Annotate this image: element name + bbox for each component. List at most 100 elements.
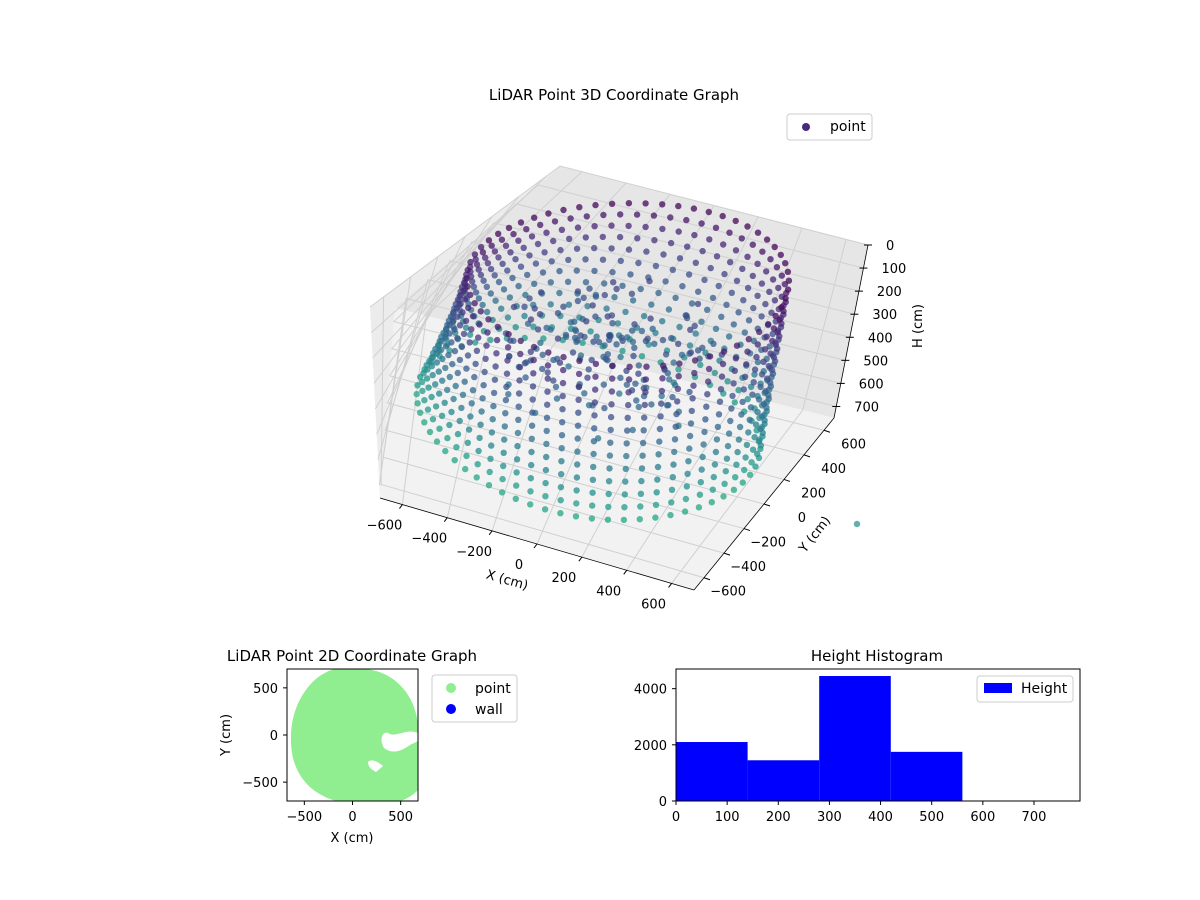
point-marker	[683, 216, 690, 224]
y-tick-label: 0	[270, 729, 278, 744]
point-marker	[700, 441, 707, 448]
point-marker	[573, 474, 581, 481]
point-marker	[686, 388, 693, 396]
point-marker	[582, 256, 589, 263]
y-tick	[803, 454, 811, 458]
point-marker	[734, 448, 741, 456]
point-marker	[642, 389, 649, 396]
point-marker	[457, 292, 464, 299]
histogram-bar	[819, 676, 891, 801]
point-marker	[559, 406, 566, 413]
point-marker	[502, 410, 509, 417]
point-marker	[531, 280, 538, 287]
point-marker	[733, 461, 740, 468]
x-tick-label: 200	[766, 810, 791, 825]
point-marker	[469, 278, 476, 285]
point-marker	[483, 283, 490, 290]
point-marker	[727, 417, 734, 425]
point-marker	[498, 236, 506, 243]
point-marker	[771, 243, 778, 251]
point-marker	[584, 303, 591, 310]
point-marker	[725, 430, 733, 437]
point-marker	[462, 317, 470, 325]
point-marker	[560, 206, 567, 214]
legend-label-point: point	[830, 119, 866, 135]
y-tick	[723, 552, 731, 556]
z-tick-label: 100	[881, 262, 906, 277]
point-marker	[541, 506, 549, 513]
point-marker	[477, 244, 485, 251]
point-marker	[467, 291, 474, 299]
point-marker	[656, 438, 663, 445]
point-marker	[631, 321, 638, 328]
point-marker	[754, 229, 762, 236]
point-marker	[442, 334, 449, 341]
point-marker	[617, 353, 624, 361]
point-marker	[445, 351, 452, 359]
point-marker	[521, 312, 528, 320]
x-tick-label: 0	[515, 558, 523, 573]
point-marker	[698, 466, 705, 473]
point-marker	[504, 314, 512, 321]
point-marker	[558, 432, 566, 439]
point-marker	[739, 479, 746, 486]
point-marker	[493, 350, 500, 357]
point-marker	[513, 456, 521, 463]
point-marker	[745, 317, 753, 324]
point-marker	[692, 330, 699, 337]
point-marker	[667, 511, 674, 519]
point-marker	[619, 337, 626, 344]
point-marker	[489, 416, 496, 423]
point-marker	[517, 263, 525, 270]
point-marker	[610, 279, 617, 286]
point-marker	[502, 396, 510, 404]
point-marker	[650, 212, 658, 219]
point-marker	[464, 283, 471, 290]
point-marker	[444, 386, 451, 394]
point-marker	[481, 368, 488, 376]
y-tick-label: 500	[253, 682, 278, 697]
point-marker	[517, 350, 524, 358]
point-marker	[472, 360, 479, 368]
point-marker	[710, 473, 717, 481]
point-marker	[490, 402, 497, 410]
point-marker	[592, 373, 599, 380]
point-marker	[609, 269, 616, 276]
point-marker	[759, 413, 766, 420]
point-marker	[514, 442, 521, 450]
point-marker	[550, 377, 557, 384]
x-tick	[668, 583, 672, 588]
point-marker	[752, 421, 760, 428]
point-marker	[579, 339, 586, 346]
point-marker	[426, 428, 434, 436]
point-marker	[528, 448, 535, 456]
point-marker	[520, 244, 527, 251]
point-marker	[675, 340, 682, 347]
point-marker	[669, 393, 676, 401]
point-marker	[589, 302, 596, 309]
point-marker	[537, 289, 545, 296]
point-marker	[532, 260, 540, 267]
point-marker	[505, 224, 513, 232]
point-marker	[743, 361, 750, 368]
point-marker	[723, 301, 730, 308]
point-marker	[583, 318, 590, 325]
point-marker	[701, 428, 708, 436]
chart-3d-title: LiDAR Point 3D Coordinate Graph	[489, 86, 739, 104]
point-marker	[600, 211, 607, 219]
point-marker	[668, 334, 675, 342]
point-marker	[545, 210, 552, 217]
point-marker	[528, 233, 536, 240]
point-marker	[731, 367, 738, 374]
point-marker	[485, 482, 493, 489]
point-marker	[767, 350, 774, 357]
point-marker	[562, 331, 570, 339]
point-marker	[517, 219, 525, 226]
point-marker	[515, 282, 522, 290]
point-marker	[607, 439, 614, 446]
point-marker	[501, 423, 508, 430]
point-marker	[682, 495, 690, 503]
point-marker	[658, 387, 666, 395]
point-marker	[554, 335, 562, 342]
point-marker	[676, 323, 683, 331]
